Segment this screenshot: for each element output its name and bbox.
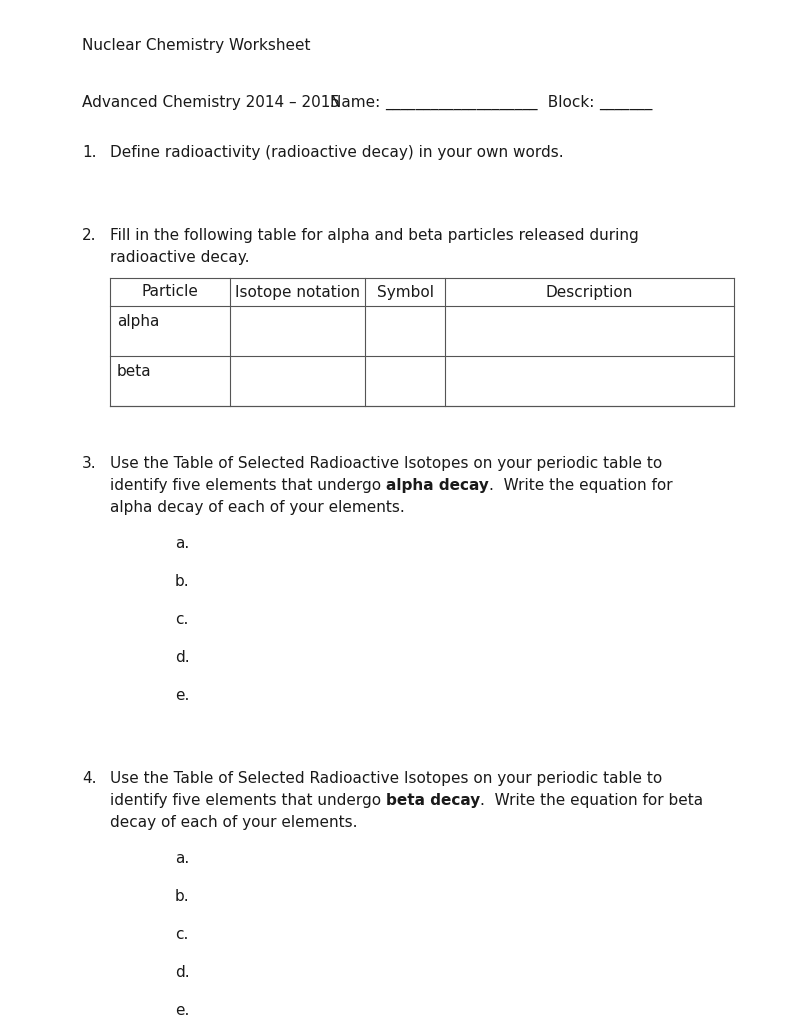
Text: c.: c. [175,927,188,942]
Text: .  Write the equation for beta: . Write the equation for beta [480,793,703,808]
Text: Use the Table of Selected Radioactive Isotopes on your periodic table to: Use the Table of Selected Radioactive Is… [110,771,662,786]
Text: alpha decay: alpha decay [386,478,489,493]
Text: beta decay: beta decay [386,793,480,808]
Text: beta: beta [117,364,152,379]
Text: b.: b. [175,889,190,904]
Text: alpha decay of each of your elements.: alpha decay of each of your elements. [110,500,405,515]
Text: b.: b. [175,574,190,589]
Text: identify five elements that undergo: identify five elements that undergo [110,793,386,808]
Text: Name:: Name: [330,95,385,110]
Text: 3.: 3. [82,456,97,471]
Text: Nuclear Chemistry Worksheet: Nuclear Chemistry Worksheet [82,38,311,53]
Text: c.: c. [175,612,188,627]
Text: d.: d. [175,650,190,665]
Text: .  Write the equation for: . Write the equation for [489,478,672,493]
Text: 2.: 2. [82,228,97,243]
Text: Isotope notation: Isotope notation [235,285,360,299]
Text: Use the Table of Selected Radioactive Isotopes on your periodic table to: Use the Table of Selected Radioactive Is… [110,456,662,471]
Text: 4.: 4. [82,771,97,786]
Text: _______: _______ [599,95,653,110]
Text: ____________________: ____________________ [385,95,538,110]
Text: a.: a. [175,851,189,866]
Text: Advanced Chemistry 2014 – 2015: Advanced Chemistry 2014 – 2015 [82,95,340,110]
Text: Block:: Block: [538,95,599,110]
Text: alpha: alpha [117,314,159,329]
Text: e.: e. [175,688,189,703]
Text: radioactive decay.: radioactive decay. [110,250,249,265]
Text: Symbol: Symbol [377,285,433,299]
Text: 1.: 1. [82,145,97,160]
Text: Description: Description [546,285,633,299]
Text: e.: e. [175,1002,189,1018]
Text: a.: a. [175,536,189,551]
Text: Particle: Particle [142,285,199,299]
Text: Define radioactivity (radioactive decay) in your own words.: Define radioactivity (radioactive decay)… [110,145,564,160]
Text: identify five elements that undergo: identify five elements that undergo [110,478,386,493]
Text: decay of each of your elements.: decay of each of your elements. [110,815,358,830]
Text: Fill in the following table for alpha and beta particles released during: Fill in the following table for alpha an… [110,228,639,243]
Text: d.: d. [175,965,190,980]
